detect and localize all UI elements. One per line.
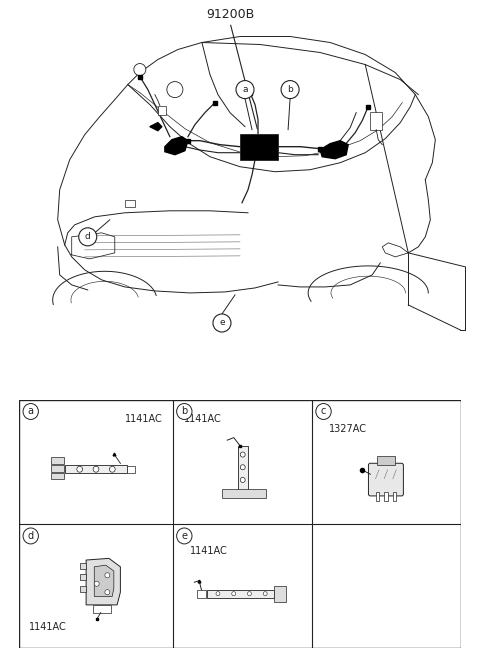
- Circle shape: [23, 403, 38, 419]
- Circle shape: [177, 528, 192, 544]
- Text: d: d: [85, 233, 91, 241]
- Bar: [51, 465, 64, 472]
- Bar: [125, 200, 135, 207]
- FancyBboxPatch shape: [240, 134, 278, 160]
- Text: 1141AC: 1141AC: [190, 546, 228, 556]
- Bar: [377, 457, 395, 465]
- Text: d: d: [28, 531, 34, 541]
- Circle shape: [94, 581, 99, 586]
- Bar: [207, 590, 274, 598]
- Bar: [80, 563, 86, 569]
- Circle shape: [216, 591, 220, 596]
- Bar: [158, 105, 166, 115]
- Text: 1141AC: 1141AC: [184, 415, 222, 424]
- Circle shape: [240, 464, 245, 470]
- Bar: [375, 492, 379, 501]
- Text: 1141AC: 1141AC: [29, 622, 67, 631]
- Circle shape: [232, 591, 236, 596]
- Polygon shape: [165, 137, 188, 155]
- Circle shape: [23, 528, 38, 544]
- Bar: [80, 586, 86, 592]
- Bar: [393, 492, 396, 501]
- Text: 1141AC: 1141AC: [125, 415, 163, 424]
- Circle shape: [263, 591, 267, 596]
- Bar: [51, 473, 64, 479]
- Polygon shape: [94, 565, 114, 597]
- Bar: [222, 489, 266, 498]
- Bar: [80, 574, 86, 580]
- Circle shape: [236, 81, 254, 99]
- Circle shape: [105, 590, 110, 595]
- Circle shape: [281, 81, 299, 99]
- Circle shape: [134, 64, 146, 75]
- Bar: [197, 590, 206, 598]
- Bar: [127, 466, 135, 473]
- Text: e: e: [219, 318, 225, 328]
- Bar: [93, 605, 110, 612]
- Polygon shape: [150, 122, 162, 130]
- Circle shape: [240, 452, 245, 457]
- FancyBboxPatch shape: [369, 463, 403, 496]
- Bar: [238, 446, 248, 493]
- Circle shape: [77, 466, 83, 472]
- Circle shape: [213, 314, 231, 332]
- Circle shape: [79, 228, 97, 246]
- Circle shape: [248, 591, 252, 596]
- Bar: [274, 586, 287, 602]
- Polygon shape: [320, 141, 348, 159]
- Circle shape: [105, 572, 110, 578]
- Bar: [65, 465, 127, 474]
- Circle shape: [93, 466, 99, 472]
- Circle shape: [167, 82, 183, 98]
- Circle shape: [240, 477, 245, 483]
- Bar: [51, 457, 64, 464]
- Text: 91200B: 91200B: [206, 9, 254, 22]
- Text: b: b: [287, 85, 293, 94]
- Polygon shape: [86, 558, 120, 605]
- Circle shape: [177, 403, 192, 419]
- Text: b: b: [181, 407, 188, 417]
- Text: a: a: [28, 407, 34, 417]
- Text: e: e: [181, 531, 187, 541]
- Text: c: c: [321, 407, 326, 417]
- Text: a: a: [242, 85, 248, 94]
- Bar: [384, 492, 388, 501]
- Circle shape: [109, 466, 115, 472]
- Bar: [370, 111, 382, 130]
- Text: 1327AC: 1327AC: [329, 424, 367, 434]
- Circle shape: [316, 403, 331, 419]
